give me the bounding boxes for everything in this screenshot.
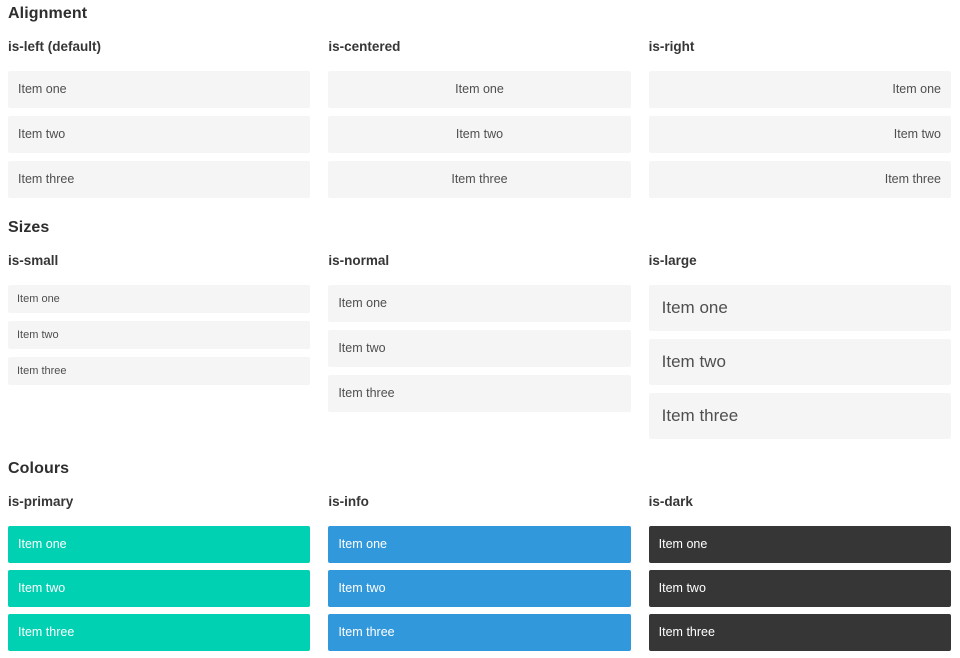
list-item: Item one [8,526,311,563]
column-is-centered: is-centered Item one Item two Item three [328,39,631,206]
column-heading: is-left (default) [8,39,101,54]
column-heading: is-normal [328,253,390,268]
block-list: Item one Item two Item three [8,71,311,198]
column-is-small: is-small Item one Item two Item three [8,253,311,393]
column-heading: is-large [648,253,697,268]
columns-grid: is-primary Item one Item two Item three … [8,494,951,658]
section-title: Alignment [8,5,88,22]
column-heading: is-dark [648,494,693,509]
list-item: Item one [8,285,311,313]
column-heading: is-primary [8,494,74,509]
list-item: Item three [328,614,631,651]
list-item: Item two [648,570,951,607]
block-list: Item one Item two Item three [328,526,631,651]
block-list: Item one Item two Item three [648,526,951,651]
list-item: Item one [328,526,631,563]
list-item: Item two [8,570,311,607]
column-is-dark: is-dark Item one Item two Item three [648,494,951,658]
list-item: Item two [8,116,311,153]
block-list: Item one Item two Item three [648,71,951,198]
columns-grid: is-left (default) Item one Item two Item… [8,39,951,206]
column-heading: is-small [8,253,59,268]
section-alignment: Alignment is-left (default) Item one Ite… [8,5,951,206]
list-item: Item one [8,71,311,108]
section-title: Sizes [8,219,50,236]
section-sizes: Sizes is-small Item one Item two Item th… [8,219,951,447]
list-item: Item two [648,339,951,385]
block-list: Item one Item two Item three [328,71,631,198]
column-heading: is-info [328,494,369,509]
column-is-primary: is-primary Item one Item two Item three [8,494,311,658]
block-list: Item one Item two Item three [8,285,311,385]
list-item: Item three [648,614,951,651]
column-is-large: is-large Item one Item two Item three [648,253,951,447]
list-item: Item three [328,161,631,198]
list-item: Item two [648,116,951,153]
list-item: Item two [8,321,311,349]
list-item: Item three [328,375,631,412]
list-item: Item one [328,285,631,322]
column-heading: is-centered [328,39,401,54]
columns-grid: is-small Item one Item two Item three is… [8,253,951,447]
block-list: Item one Item two Item three [8,526,311,651]
section-colours: Colours is-primary Item one Item two Ite… [8,460,951,658]
column-heading: is-right [648,39,695,54]
section-title: Colours [8,460,70,477]
list-item: Item two [328,116,631,153]
list-item: Item two [328,330,631,367]
block-list: Item one Item two Item three [328,285,631,412]
column-is-normal: is-normal Item one Item two Item three [328,253,631,420]
list-item: Item three [8,161,311,198]
list-item: Item three [648,393,951,439]
list-item: Item one [648,526,951,563]
block-list: Item one Item two Item three [648,285,951,439]
list-item: Item one [648,285,951,331]
list-item: Item two [328,570,631,607]
list-item: Item one [648,71,951,108]
list-item: Item one [328,71,631,108]
list-item: Item three [8,357,311,385]
list-item: Item three [8,614,311,651]
column-is-right: is-right Item one Item two Item three [648,39,951,206]
column-is-left: is-left (default) Item one Item two Item… [8,39,311,206]
list-item: Item three [648,161,951,198]
column-is-info: is-info Item one Item two Item three [328,494,631,658]
